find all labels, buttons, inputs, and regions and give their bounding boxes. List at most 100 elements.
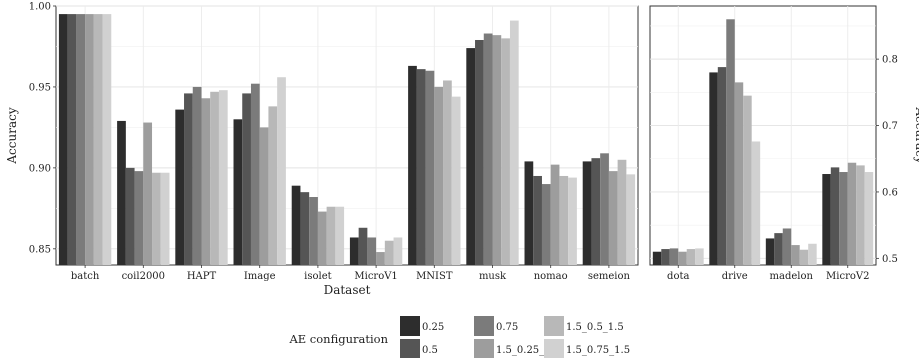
bar-isolet-1.5_0.5_1.5 (326, 206, 336, 265)
bar-MicroV2-1.5_0.5_1.5 (856, 165, 865, 265)
y-tick-label: 0.85 (29, 244, 51, 255)
bar-batch-1.5_0.75_1.5 (102, 14, 112, 265)
legend-label: 1.5_0.75_1.5 (566, 345, 630, 356)
bar-Image-0.5 (242, 93, 251, 265)
x-tick-label: Image (244, 271, 276, 282)
bar-musk-0.5 (475, 39, 484, 266)
bar-madelon-0.75 (782, 228, 792, 265)
y-axis-title: Accuracy (913, 106, 919, 163)
bar-batch-1.5_0.5_1.5 (93, 14, 103, 265)
bar-madelon-1.5_0.75_1.5 (808, 243, 817, 265)
left-chart-panel: batch coil2000 HAPT Image isolet MicroV1 MNIST… (5, 2, 639, 297)
bar-MNIST-0.75 (425, 70, 435, 265)
legend-label: 0.75 (496, 322, 518, 333)
bar-MicroV2-1.5_0.25_1.5 (847, 162, 857, 265)
bar-musk-1.5_0.75_1.5 (509, 20, 519, 265)
bar-MNIST-1.5_0.25_1.5 (434, 86, 444, 265)
bar-semeion-1.5_0.5_1.5 (617, 159, 627, 265)
x-tick-label: madelon (770, 271, 814, 282)
bar-isolet-0.75 (309, 197, 318, 265)
bar-batch-0.75 (76, 14, 86, 265)
bar-MNIST-1.5_0.5_1.5 (443, 80, 452, 266)
bar-dota-0.75 (669, 248, 679, 265)
x-axis-title: Dataset (324, 283, 371, 297)
bar-coil2000-0.25 (117, 120, 126, 266)
bar-MNIST-0.5 (416, 69, 426, 265)
bar-isolet-0.5 (300, 192, 310, 265)
y-tick-label: 0.8 (882, 55, 898, 66)
x-tick-label: HAPT (187, 271, 217, 282)
bar-drive-1.5_0.5_1.5 (743, 95, 752, 266)
bar-HAPT-1.5_0.5_1.5 (210, 91, 219, 265)
legend-swatch (400, 339, 420, 358)
y-tick-label: 0.5 (882, 254, 898, 265)
x-tick-label: batch (71, 271, 100, 282)
legend-swatch (544, 339, 564, 358)
bar-drive-1.5_0.75_1.5 (751, 141, 761, 265)
bar-batch-1.5_0.25_1.5 (85, 14, 94, 265)
y-tick-label: 1.00 (29, 2, 51, 13)
y-tick-label: 0.90 (29, 163, 51, 174)
bar-HAPT-1.5_0.75_1.5 (218, 90, 228, 265)
bar-nomao-0.25 (524, 161, 534, 265)
bar-MicroV1-1.5_0.75_1.5 (393, 237, 403, 265)
bar-MicroV2-0.25 (822, 174, 831, 265)
bar-nomao-0.75 (541, 184, 551, 265)
bar-dota-0.25 (652, 251, 662, 265)
bar-dota-1.5_0.5_1.5 (686, 249, 696, 265)
bar-MicroV1-1.5_0.5_1.5 (384, 240, 394, 265)
bar-semeion-1.5_0.25_1.5 (608, 171, 618, 265)
legend-swatch (544, 316, 564, 336)
bar-MicroV2-1.5_0.75_1.5 (864, 172, 874, 265)
bar-madelon-1.5_0.25_1.5 (791, 245, 800, 265)
bar-drive-0.25 (709, 72, 718, 266)
bar-isolet-1.5_0.25_1.5 (317, 211, 327, 265)
legend-swatch (474, 316, 494, 336)
bar-Image-0.25 (233, 119, 243, 265)
bar-coil2000-1.5_0.5_1.5 (152, 172, 161, 265)
bar-MicroV1-0.75 (367, 237, 377, 265)
bar-madelon-1.5_0.5_1.5 (799, 249, 809, 265)
x-tick-label: dota (667, 271, 689, 282)
bar-HAPT-1.5_0.25_1.5 (201, 98, 211, 265)
bar-MicroV1-1.5_0.25_1.5 (376, 252, 385, 265)
y-axis-title: Accuracy (5, 107, 19, 164)
bar-HAPT-0.75 (192, 86, 202, 265)
bar-Image-1.5_0.5_1.5 (268, 106, 278, 265)
bar-drive-1.5_0.25_1.5 (734, 82, 744, 265)
bar-isolet-1.5_0.75_1.5 (335, 206, 345, 265)
bar-MNIST-0.25 (408, 65, 417, 265)
legend-label: 1.5_0.5_1.5 (566, 322, 624, 333)
bar-MicroV1-0.25 (349, 237, 359, 265)
bar-dota-1.5_0.25_1.5 (678, 251, 687, 265)
bar-isolet-0.25 (291, 185, 301, 265)
bar-nomao-1.5_0.25_1.5 (550, 164, 560, 265)
x-tick-label: coil2000 (122, 271, 165, 282)
bar-Image-1.5_0.25_1.5 (259, 127, 269, 265)
bar-semeion-0.5 (591, 158, 601, 265)
bar-coil2000-0.5 (125, 167, 135, 265)
bar-drive-0.75 (726, 19, 735, 266)
bar-drive-0.5 (717, 67, 727, 265)
bar-MicroV2-0.5 (830, 167, 840, 265)
bar-batch-0.5 (67, 14, 77, 265)
legend-label: 0.25 (422, 322, 444, 333)
bar-coil2000-1.5_0.25_1.5 (143, 122, 153, 265)
bar-dota-1.5_0.75_1.5 (695, 248, 704, 265)
y-tick-label: 0.7 (882, 121, 898, 132)
legend: AE configuration 0.25 0.5 0.75 1.5_0.25_1.5… (288, 316, 630, 358)
bar-coil2000-0.75 (134, 171, 144, 265)
right-chart-panel: dota drive madelon MicroV2 0.5 0.6 0.7 0.8 Accur… (649, 5, 919, 282)
bar-madelon-0.5 (774, 233, 783, 265)
bar-nomao-0.5 (533, 175, 542, 265)
x-tick-label: semeion (588, 271, 631, 282)
bar-HAPT-0.5 (184, 93, 193, 265)
bar-MicroV1-0.5 (358, 227, 368, 265)
bar-semeion-0.75 (600, 153, 609, 265)
bar-musk-1.5_0.5_1.5 (501, 38, 510, 265)
x-tick-label: drive (722, 271, 748, 282)
bar-MNIST-1.5_0.75_1.5 (451, 96, 461, 266)
legend-title: AE configuration (288, 332, 388, 346)
bar-HAPT-0.25 (175, 109, 185, 265)
